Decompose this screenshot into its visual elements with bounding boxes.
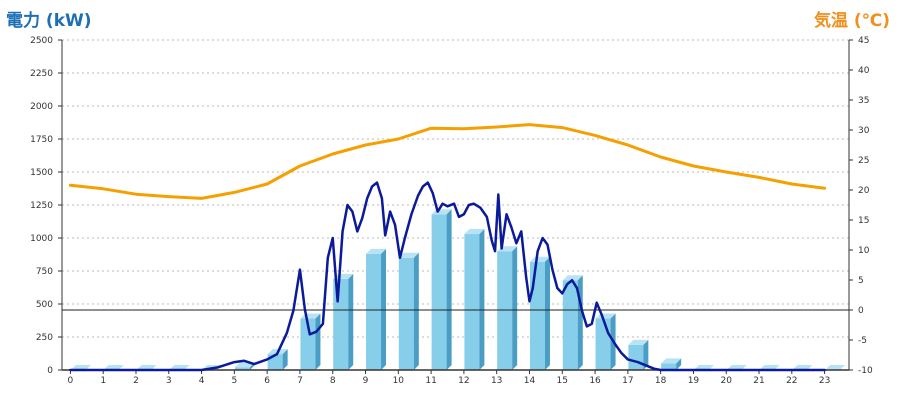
- x-tick-label: 2: [133, 376, 139, 386]
- left-axis-title: 電力 (kW): [6, 11, 92, 31]
- left-tick-label: 2250: [30, 69, 53, 79]
- right-axis-title: 気温 (℃): [813, 11, 890, 31]
- power-bar-top: [562, 275, 583, 281]
- right-tick-label: 10: [858, 246, 870, 256]
- power-bar: [431, 214, 447, 370]
- power-bar-side: [446, 209, 452, 370]
- x-tick-label: 11: [425, 376, 436, 386]
- power-bar: [628, 344, 644, 370]
- right-tick-label: -10: [858, 366, 873, 376]
- temperature-line: [68, 123, 827, 200]
- right-tick-label: 40: [858, 66, 870, 76]
- x-tick-label: 0: [68, 376, 74, 386]
- right-tick-label: 25: [858, 156, 869, 166]
- left-tick-label: 1250: [30, 201, 53, 211]
- left-tick-label: 1000: [30, 234, 53, 244]
- right-tick-label: 5: [858, 276, 864, 286]
- power-bar: [333, 278, 349, 370]
- power-bar-top: [825, 365, 846, 370]
- x-tick-label: 12: [458, 376, 469, 386]
- power-bar-top: [366, 248, 387, 254]
- right-tick-label: -5: [858, 336, 867, 346]
- x-tick-label: 22: [786, 376, 797, 386]
- power-bar: [464, 234, 480, 370]
- power-bar: [300, 318, 316, 370]
- series-lines: [68, 123, 827, 372]
- right-tick-label: 30: [858, 126, 870, 136]
- left-tick-label: 1750: [30, 135, 53, 145]
- x-tick-label: 20: [721, 376, 733, 386]
- power-bar-side: [479, 229, 485, 370]
- x-tick-label: 7: [297, 376, 303, 386]
- right-tick-label: 0: [858, 306, 864, 316]
- x-tick-label: 1: [100, 376, 106, 386]
- x-tick-label: 23: [819, 376, 830, 386]
- power-bars: [70, 209, 846, 370]
- power-bar: [595, 318, 611, 370]
- power-bar: [234, 367, 250, 370]
- power-bar-top: [398, 252, 419, 258]
- left-tick-label: 250: [36, 333, 53, 343]
- left-tick-label: 0: [47, 366, 53, 376]
- power-bar: [562, 280, 578, 370]
- power-bar-side: [643, 339, 649, 370]
- x-tick-label: 16: [589, 376, 601, 386]
- x-tick-label: 9: [363, 376, 369, 386]
- power-bar-side: [544, 256, 550, 370]
- power-bar-top: [464, 229, 485, 235]
- power-bar-side: [413, 252, 419, 370]
- power-bar: [529, 261, 545, 370]
- power-bar-side: [381, 248, 387, 370]
- power-bar: [398, 257, 414, 370]
- x-tick-label: 18: [655, 376, 667, 386]
- left-tick-label: 750: [36, 267, 53, 277]
- x-tick-label: 14: [524, 376, 536, 386]
- power-bar-top: [661, 358, 682, 364]
- x-tick-label: 3: [166, 376, 172, 386]
- right-tick-label: 45: [858, 36, 869, 46]
- right-tick-label: 35: [858, 96, 869, 106]
- right-tick-label: 20: [858, 186, 870, 196]
- power-bar-side: [348, 273, 354, 370]
- x-tick-label: 5: [231, 376, 237, 386]
- right-tick-label: 15: [858, 216, 869, 226]
- grid: [62, 39, 849, 338]
- left-tick-label: 1500: [30, 168, 53, 178]
- left-tick-label: 500: [36, 300, 53, 310]
- power-bar-side: [282, 349, 288, 370]
- power-bar-top: [628, 339, 649, 345]
- x-tick-label: 4: [199, 376, 205, 386]
- power-bar-side: [512, 246, 518, 370]
- power-bar-side: [315, 313, 321, 370]
- power-bar-top: [529, 256, 550, 262]
- x-tick-label: 8: [330, 376, 336, 386]
- x-tick-label: 13: [491, 376, 502, 386]
- x-tick-label: 15: [557, 376, 568, 386]
- power-bar-side: [676, 358, 682, 370]
- x-tick-label: 17: [622, 376, 633, 386]
- x-tick-label: 10: [393, 376, 405, 386]
- left-tick-label: 2000: [30, 102, 53, 112]
- x-tick-label: 19: [688, 376, 700, 386]
- power-demand-line: [69, 181, 826, 372]
- power-bar: [661, 363, 677, 370]
- power-bar: [497, 251, 513, 370]
- power-bar: [366, 253, 382, 370]
- x-tick-label: 21: [753, 376, 764, 386]
- left-tick-label: 2500: [30, 36, 53, 46]
- x-tick-label: 6: [264, 376, 270, 386]
